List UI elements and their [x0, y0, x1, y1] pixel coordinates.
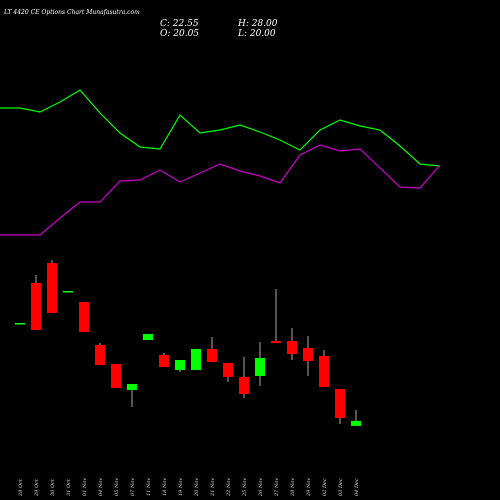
indicator-line [0, 144, 441, 236]
candle-body [207, 349, 217, 362]
x-tick-label: 02 Dec [322, 478, 328, 496]
x-tick-label: 29 Oct [34, 478, 40, 497]
candle-body [63, 291, 73, 293]
open-label: O: 20.05 [160, 29, 199, 39]
candle-body [335, 389, 345, 418]
candle-body [31, 283, 41, 330]
x-tick-label: 03 Dec [338, 478, 344, 496]
x-tick-label: 18 Nov [162, 478, 168, 496]
candle-body [47, 263, 57, 313]
indicator-line [0, 89, 441, 167]
candle-body [79, 302, 89, 332]
candle-body [175, 360, 185, 370]
x-tick-label: 21 Nov [210, 478, 216, 497]
candle-body [351, 420, 361, 426]
x-tick-label: 28 Nov [290, 478, 296, 497]
chart-title: LT 4420 CE Options Chart Munafasutra.com [3, 9, 140, 16]
x-tick-label: 20 Nov [194, 478, 200, 497]
high-label: H: 28.00 [237, 19, 278, 29]
x-tick-label: 30 Oct [50, 478, 56, 496]
x-tick-label: 05 Nov [114, 478, 120, 496]
x-tick-label: 01 Nov [82, 478, 88, 496]
candle-body [127, 384, 137, 390]
x-tick-label: 11 Nov [146, 478, 152, 496]
candle-body [239, 377, 249, 394]
x-tick-label: 19 Nov [178, 478, 184, 496]
candle-body [143, 334, 153, 340]
x-tick-label: 25 Nov [242, 478, 248, 497]
candle-body [191, 349, 201, 370]
x-tick-label: 04 Nov [98, 478, 104, 496]
candle-body [271, 341, 281, 343]
candle-body [223, 363, 233, 377]
x-tick-label: 04 Dec [354, 478, 360, 496]
candle-body [319, 356, 329, 387]
candle-body [287, 341, 297, 354]
candle-body [255, 358, 265, 376]
candle-body [111, 364, 121, 388]
x-tick-label: 07 Nov [130, 478, 136, 496]
x-tick-label: 26 Nov [258, 478, 264, 497]
candle-body [95, 345, 105, 365]
x-tick-label: 29 Nov [306, 478, 312, 497]
x-tick-label: 28 Oct [18, 478, 24, 497]
x-tick-label: 27 Nov [274, 478, 280, 497]
candle-body [159, 355, 169, 367]
candle-body [303, 348, 313, 361]
close-label: C: 22.55 [160, 19, 199, 29]
low-label: L: 20.00 [237, 29, 276, 39]
candle-body [15, 323, 25, 325]
x-tick-label: 31 Oct [66, 478, 72, 496]
x-tick-label: 22 Nov [226, 478, 232, 497]
